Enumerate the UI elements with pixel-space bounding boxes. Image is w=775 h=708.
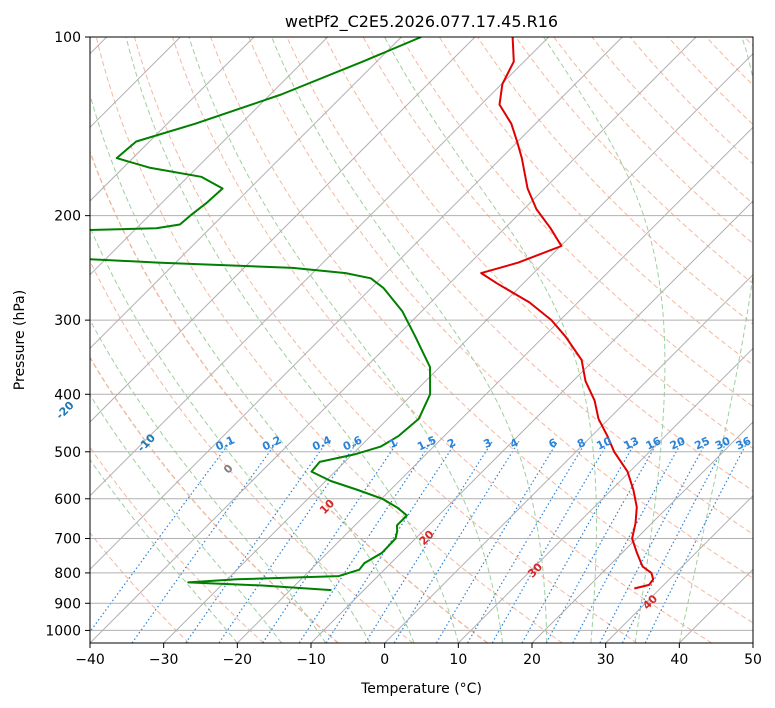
y-tick-label: 1000 — [45, 623, 81, 639]
mixing-ratio-line — [435, 440, 559, 643]
x-axis-label: Temperature (°C) — [360, 681, 482, 697]
isotherm — [384, 273, 753, 643]
x-tick-label: 40 — [670, 652, 688, 668]
mixing-ratio-line — [364, 440, 494, 643]
moist-adiabat — [90, 458, 238, 643]
x-tick-label: 30 — [597, 652, 615, 668]
moist-adiabat — [384, 37, 597, 643]
mixing-ratio-label: 30 — [713, 434, 733, 452]
isotherm — [90, 37, 623, 571]
y-axis-label: Pressure (hPa) — [12, 290, 28, 390]
chart-title: wetPf2_C2E5.2026.077.17.45.R16 — [285, 12, 558, 32]
moist-adiabat — [90, 225, 371, 643]
dewpoint-line — [90, 37, 432, 592]
isotherm — [90, 37, 402, 350]
mixing-ratio-label: 20 — [668, 434, 688, 452]
mixing-ratio-line — [298, 440, 433, 643]
isotherm — [90, 37, 476, 423]
moist-adiabat — [543, 37, 666, 643]
dry-adiabat — [90, 260, 414, 643]
mixing-ratio-line — [545, 440, 659, 643]
y-tick-label: 700 — [54, 532, 81, 548]
x-tick-label: −30 — [149, 652, 179, 668]
x-tick-label: −10 — [296, 652, 326, 668]
isotherm — [90, 37, 255, 202]
y-tick-label: 800 — [54, 566, 81, 582]
mixing-ratio-label: 36 — [734, 434, 754, 452]
dry-adiabat — [553, 37, 753, 245]
mixing-ratio-line — [262, 440, 399, 643]
isotherm — [90, 37, 550, 497]
moist-adiabat — [125, 37, 459, 643]
dry-adiabat — [248, 37, 753, 579]
y-tick-label: 600 — [54, 492, 81, 508]
dry-adiabat — [172, 37, 712, 643]
x-tick-label: −20 — [223, 652, 253, 668]
dry-adiabat — [90, 356, 339, 643]
background-lines — [90, 37, 753, 643]
isotherm — [163, 52, 753, 643]
data-series — [90, 37, 655, 592]
plot-frame — [89, 36, 754, 644]
y-tick-label: 300 — [54, 313, 81, 329]
moist-adiabat — [90, 319, 327, 643]
dry-adiabat — [90, 532, 190, 643]
plot-background — [90, 37, 753, 643]
moist-adiabat — [90, 393, 282, 643]
x-tick-label: 10 — [449, 652, 467, 668]
mixing-ratio-line — [491, 440, 610, 643]
moist-adiabat — [188, 37, 503, 643]
mixing-ratio-line — [325, 440, 458, 643]
mixing-ratio-label: 10 — [594, 434, 614, 452]
mixing-ratio-line — [521, 440, 637, 643]
y-tick-label: 100 — [54, 30, 81, 46]
mixing-ratio-line — [466, 440, 587, 643]
temperature-line — [480, 37, 655, 590]
mixing-ratio-line — [131, 440, 278, 643]
x-tick-label: −40 — [75, 652, 105, 668]
mixing-ratio-label: 16 — [644, 434, 664, 452]
y-tick-label: 400 — [54, 387, 81, 403]
axes: −40 −30 −20 −10 0 10 20 30 40 50 1000 900 800 700 600 5… — [45, 30, 762, 668]
mixing-ratio-line — [90, 440, 232, 633]
grid — [90, 37, 753, 643]
x-tick-label: 0 — [380, 652, 389, 668]
dry-adiabat — [210, 37, 753, 624]
dry-adiabat — [133, 37, 638, 643]
x-tick-label: 50 — [744, 652, 762, 668]
dry-adiabat — [324, 37, 753, 492]
y-tick-label: 900 — [54, 596, 81, 612]
isotherm — [310, 200, 753, 643]
dry-adiabat — [438, 37, 753, 366]
mixing-ratio-line — [218, 440, 359, 643]
isotherm — [457, 347, 753, 643]
isotherm — [90, 37, 697, 643]
mixing-ratio-label: 25 — [693, 434, 712, 452]
mixing-ratio-line — [572, 441, 683, 643]
dry-adiabat — [591, 37, 753, 205]
mixing-ratio-line — [185, 440, 328, 643]
x-tick-label: 20 — [523, 652, 541, 668]
y-tick-label: 200 — [54, 209, 81, 225]
dry-adiabat — [95, 37, 563, 643]
mixing-ratio-label: 13 — [622, 434, 641, 452]
isotherm — [90, 37, 329, 276]
y-tick-label: 500 — [54, 445, 81, 461]
isotherm — [236, 126, 753, 643]
dry-adiabat — [477, 37, 753, 325]
moist-adiabat — [678, 37, 753, 643]
isotherm — [605, 494, 753, 643]
dry-adiabat — [286, 37, 753, 535]
dry-adiabat — [400, 37, 753, 408]
